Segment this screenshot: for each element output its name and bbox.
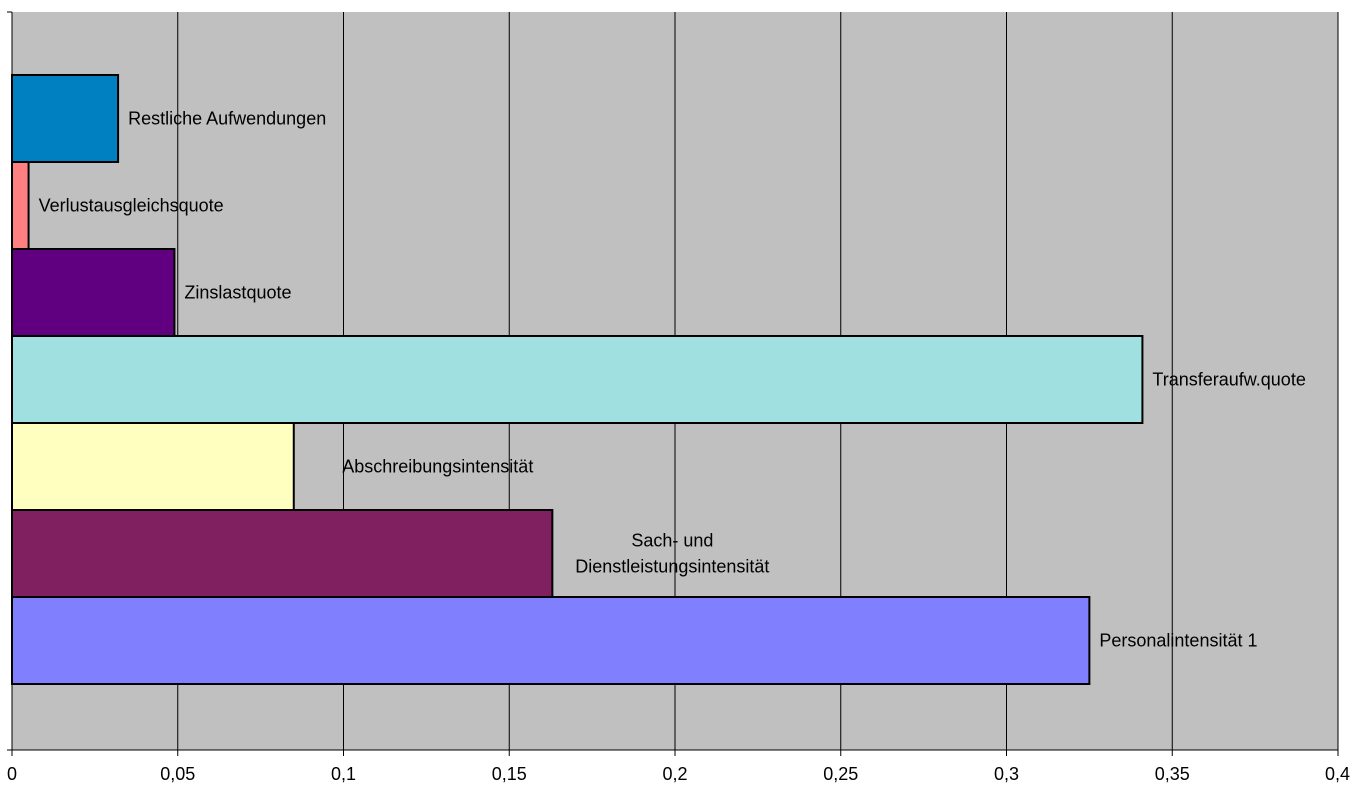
x-tick-label: 0,05: [160, 764, 195, 784]
x-tick-label: 0,2: [662, 764, 687, 784]
x-tick-label: 0,3: [994, 764, 1019, 784]
bar: [11, 422, 295, 511]
x-tick-label: 0,35: [1155, 764, 1190, 784]
bar-labels: Restliche Aufwendungen Verlustausgleichsq…: [39, 109, 1306, 651]
bar: [11, 509, 554, 598]
bar-label: Sach- und: [631, 531, 713, 551]
bar-label: Verlustausgleichsquote: [39, 196, 224, 216]
bar: [11, 596, 1091, 685]
bar-label: Restliche Aufwendungen: [128, 109, 326, 129]
bar-label: Personalintensität 1: [1099, 631, 1257, 651]
bar-label: Abschreibungsintensität: [342, 457, 533, 477]
axes: 0 0,05 0,1 0,15 0,2 0,25 0,3 0,35 0,4: [7, 11, 1350, 784]
bar: [11, 161, 30, 250]
bar: [11, 248, 176, 337]
bar: [11, 335, 1144, 424]
x-tick-label: 0,15: [492, 764, 527, 784]
bar-label: Dienstleistungsintensität: [575, 557, 769, 577]
bar: [11, 74, 120, 163]
x-tick-label: 0,4: [1325, 764, 1350, 784]
x-tick-label: 0: [7, 764, 17, 784]
bar-label: Zinslastquote: [184, 283, 291, 303]
x-tick-label: 0,1: [331, 764, 356, 784]
x-tick-label: 0,25: [823, 764, 858, 784]
bar-label: Transferaufw.quote: [1152, 370, 1305, 390]
